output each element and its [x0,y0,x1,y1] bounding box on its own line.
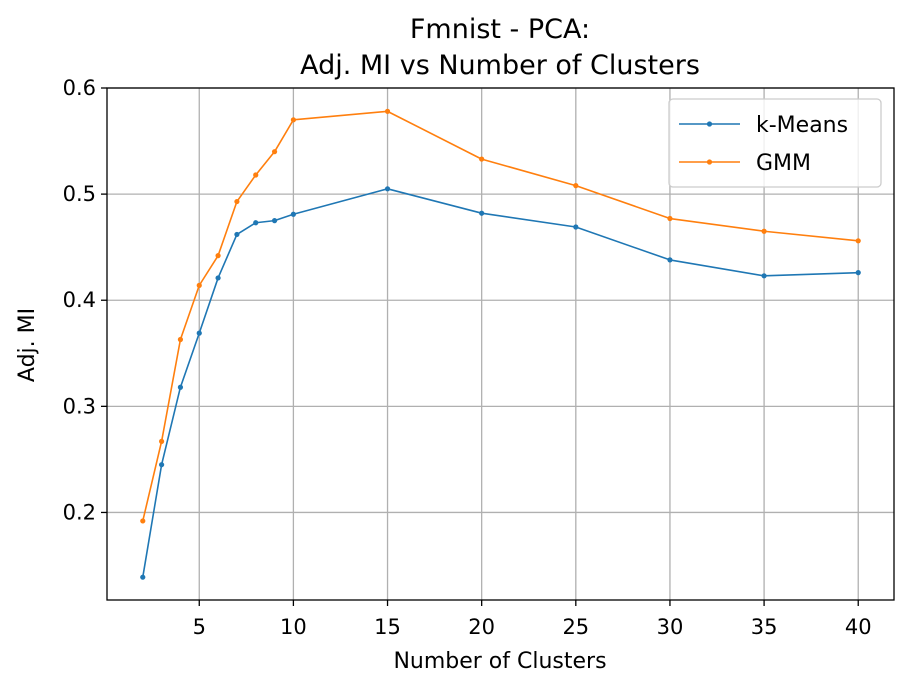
data-point-k-means [855,270,861,276]
legend-box [668,98,882,188]
data-point-gmm [290,117,296,123]
data-point-gmm [159,438,165,444]
y-tick-label: 0.2 [63,500,96,524]
data-point-gmm [761,228,767,234]
data-point-k-means [177,384,184,390]
data-point-k-means [234,231,240,238]
data-point-k-means [573,224,579,230]
y-axis-label: Adj. MI [15,308,40,382]
chart-title-line-2: Adj. MI vs Number of Clusters [300,50,700,81]
data-point-k-means [479,210,485,216]
legend-marker-gmm [706,159,713,165]
plot-area-frame [106,87,895,601]
data-point-k-means [667,257,673,263]
legend-marker-kmeans [706,121,713,127]
y-tick-label: 0.6 [63,76,96,100]
chart-title-line-1: Fmnist - PCA: [410,14,590,45]
data-point-k-means [290,211,296,217]
legend-label-kmeans: k-Means [756,113,848,138]
data-point-gmm [479,156,485,162]
x-tick-label: 10 [280,615,307,639]
series-layer [140,108,861,580]
x-tick-label: 5 [193,615,206,639]
data-point-gmm [667,215,673,222]
legend-label-gmm: GMM [756,151,811,176]
data-point-k-means [159,462,165,468]
x-tick-label: 40 [845,615,872,639]
data-point-gmm [855,238,861,244]
data-point-gmm [253,172,259,178]
x-tick-label: 35 [751,615,778,639]
series-line-k-means [141,188,859,578]
series-gmm [140,108,861,524]
data-point-gmm [140,518,146,524]
data-point-gmm [215,253,221,259]
legend: k-Means GMM [668,98,882,188]
data-point-k-means [384,186,391,192]
x-tick-label: 25 [562,615,589,639]
data-point-gmm [196,282,202,288]
y-tick-label: 0.4 [63,288,96,312]
data-point-gmm [234,198,240,205]
data-point-k-means [761,273,767,279]
data-point-k-means [271,218,278,224]
y-tick-label: 0.3 [63,394,96,418]
data-point-k-means [253,220,259,226]
data-point-k-means [196,330,202,336]
series-k-means [140,186,861,580]
data-point-gmm [573,183,579,189]
x-tick-label: 15 [374,615,401,639]
data-point-k-means [215,275,221,281]
data-point-gmm [271,149,278,155]
data-point-gmm [384,108,391,114]
x-axis-label: Number of Clusters [393,649,606,674]
data-point-gmm [177,336,184,343]
x-tick-label: 30 [657,615,684,639]
y-tick-label: 0.5 [63,182,96,206]
data-point-k-means [140,574,146,580]
axis-ticks: 5 10 15 20 25 30 35 40 0.2 0.3 0.4 0.5 0.6 [63,76,872,639]
x-tick-label: 20 [468,615,495,639]
